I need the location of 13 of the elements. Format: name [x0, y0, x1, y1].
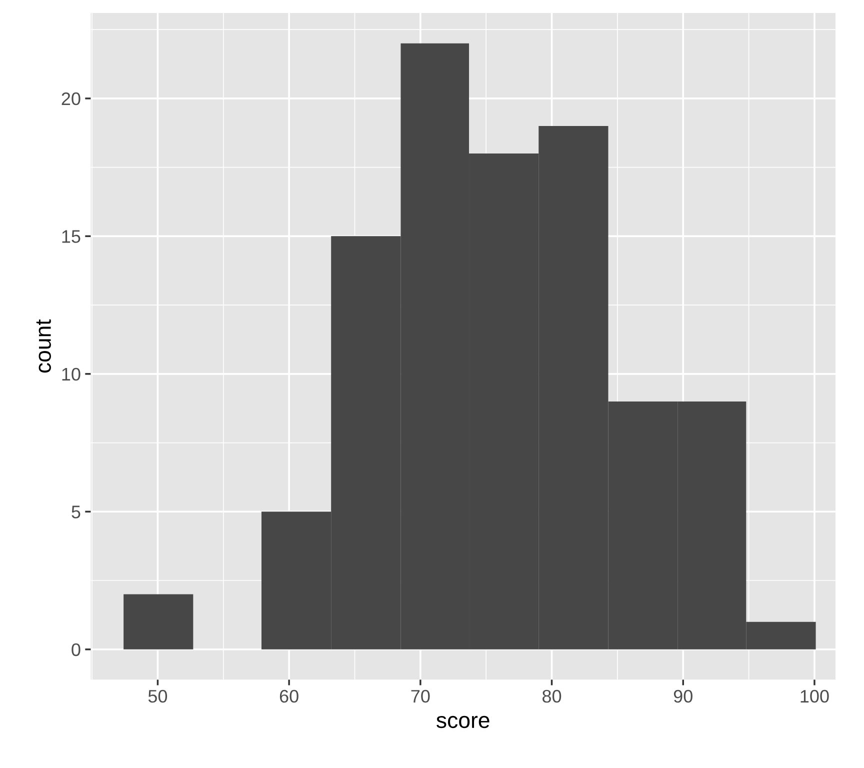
- x-tick-label: 50: [148, 690, 168, 703]
- x-tick-label: 60: [280, 690, 298, 703]
- x-tick-label: 90: [674, 690, 692, 703]
- y-tick-label: 0: [72, 643, 80, 656]
- x-tick-label: 70: [411, 690, 430, 703]
- y-tick-label: 10: [62, 368, 80, 381]
- x-tick-label: 100: [800, 690, 829, 703]
- y-axis-title: count: [36, 319, 51, 373]
- y-tick-label: 15: [62, 230, 80, 243]
- y-tick-label: 20: [62, 92, 80, 106]
- x-tick-label: 80: [542, 690, 562, 703]
- x-axis-title: score: [436, 716, 490, 728]
- y-tick-label: 5: [72, 506, 80, 518]
